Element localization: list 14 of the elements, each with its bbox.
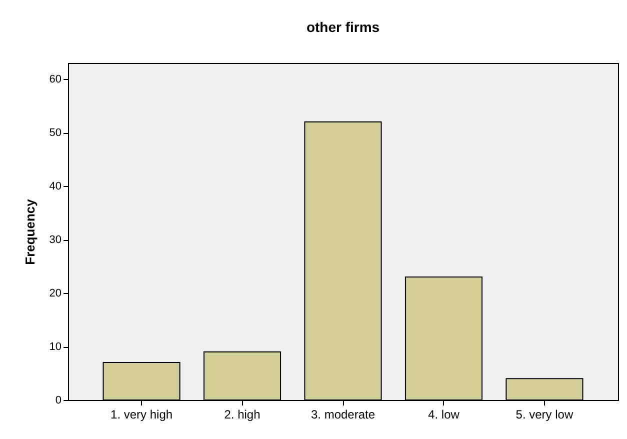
x-tick-label: 4. low <box>428 408 460 422</box>
y-tick-label: 60 <box>49 74 62 86</box>
y-tick-label: 10 <box>49 341 62 354</box>
y-tick-label: 30 <box>49 234 62 246</box>
y-axis-title: Frequency <box>22 198 38 265</box>
y-tick-label: 40 <box>49 180 62 193</box>
x-tick-label: 3. moderate <box>310 408 376 422</box>
x-tick-label: 2. high <box>224 408 260 422</box>
y-tick-label: 50 <box>49 127 62 140</box>
chart-title: other firms <box>306 19 380 35</box>
y-tick-label: 0 <box>55 394 62 406</box>
y-tick-label: 20 <box>49 288 62 300</box>
x-tick-label: 1. very high <box>110 408 173 422</box>
x-tick-label: 5. very low <box>516 408 574 422</box>
